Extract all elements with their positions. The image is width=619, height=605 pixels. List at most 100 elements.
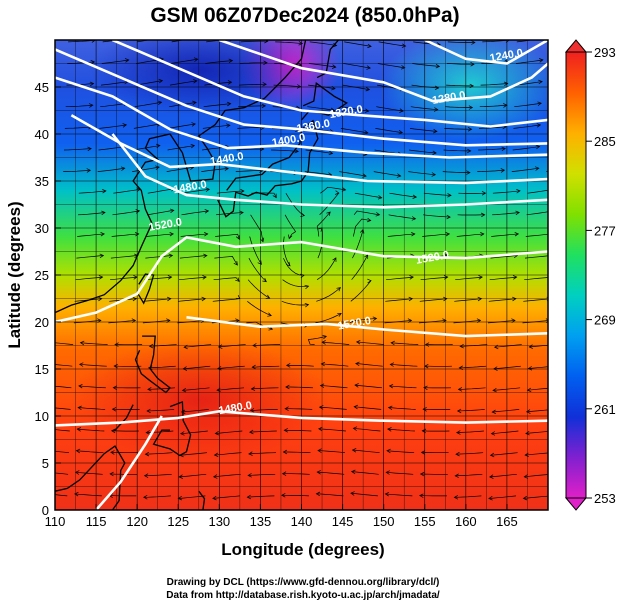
streamline bbox=[180, 430, 208, 435]
streamline-arrowhead bbox=[288, 234, 293, 240]
streamline-arrowhead bbox=[355, 361, 360, 366]
streamline bbox=[307, 106, 335, 111]
streamline-arrowhead bbox=[79, 340, 85, 346]
streamline bbox=[275, 41, 303, 44]
streamline-arrowhead bbox=[169, 208, 175, 213]
streamline-arrowhead bbox=[456, 430, 461, 435]
streamline-arrowhead bbox=[110, 428, 116, 434]
streamline-arrowhead bbox=[477, 296, 483, 302]
streamline-arrowhead bbox=[251, 364, 256, 370]
streamline-arrowhead bbox=[469, 83, 474, 89]
streamline-arrowhead bbox=[259, 237, 265, 243]
streamline bbox=[281, 300, 309, 306]
streamline bbox=[168, 123, 196, 129]
streamline-arrowhead bbox=[434, 85, 440, 91]
contour-label: 1240.0 bbox=[489, 47, 524, 65]
streamline-arrowhead bbox=[522, 495, 528, 501]
streamline bbox=[386, 276, 414, 281]
streamline-arrowhead bbox=[226, 101, 232, 107]
streamline bbox=[319, 406, 347, 410]
streamline-arrowhead bbox=[110, 450, 115, 455]
x-tick-label: 130 bbox=[208, 514, 230, 529]
streamline-arrowhead bbox=[490, 431, 496, 436]
streamline bbox=[239, 83, 267, 86]
colorbar-top-triangle bbox=[564, 39, 588, 53]
streamline bbox=[63, 169, 91, 172]
y-tick-label: 35 bbox=[35, 174, 49, 189]
streamline bbox=[63, 148, 92, 151]
contour-label: 1520.0 bbox=[148, 216, 183, 234]
streamline-arrowhead bbox=[97, 318, 102, 323]
streamline-arrowhead bbox=[549, 232, 553, 236]
plot-area bbox=[55, 40, 553, 510]
streamline-arrowhead bbox=[422, 407, 427, 412]
streamline bbox=[250, 214, 264, 242]
x-tick-label: 110 bbox=[45, 514, 66, 529]
y-tick-label: 5 bbox=[42, 456, 49, 471]
streamline-arrowhead bbox=[78, 362, 84, 367]
streamline-arrowhead bbox=[399, 108, 404, 113]
streamline-arrowhead bbox=[336, 287, 341, 292]
y-axis-label: Latitude (degrees) bbox=[5, 201, 24, 348]
streamline-arrowhead bbox=[433, 128, 438, 134]
streamline bbox=[352, 449, 380, 454]
streamline bbox=[316, 287, 341, 302]
streamline-arrowhead bbox=[114, 342, 119, 347]
streamline-arrowhead bbox=[341, 187, 347, 192]
streamline bbox=[248, 257, 267, 282]
streamline bbox=[142, 320, 170, 324]
streamline-arrowhead bbox=[420, 450, 426, 455]
streamline bbox=[100, 102, 128, 108]
streamline-arrowhead bbox=[548, 254, 552, 258]
streamline-arrowhead bbox=[160, 40, 162, 41]
streamline bbox=[135, 80, 163, 86]
streamline bbox=[108, 320, 136, 324]
x-tick-label: 120 bbox=[126, 514, 148, 529]
contour-label: 1440.0 bbox=[209, 150, 244, 168]
streamline-arrowhead bbox=[227, 80, 233, 85]
streamline-arrowhead bbox=[331, 86, 336, 91]
streamline bbox=[144, 276, 172, 281]
streamline-arrowhead bbox=[90, 59, 96, 65]
streamline-arrowhead bbox=[180, 409, 186, 415]
streamline bbox=[281, 494, 309, 497]
streamline-arrowhead bbox=[442, 318, 447, 323]
streamline bbox=[110, 255, 138, 259]
streamline bbox=[78, 190, 106, 194]
streamline bbox=[524, 474, 548, 478]
streamline bbox=[351, 254, 369, 280]
streamline bbox=[423, 192, 452, 196]
streamline bbox=[343, 63, 371, 69]
streamline-arrowhead bbox=[500, 168, 506, 173]
streamline-arrowhead bbox=[512, 275, 518, 280]
streamline-arrowhead bbox=[147, 387, 152, 392]
streamline bbox=[493, 365, 521, 370]
streamline bbox=[204, 81, 232, 86]
streamline-arrowhead bbox=[304, 284, 310, 290]
streamline bbox=[282, 279, 309, 288]
streamline bbox=[167, 145, 195, 151]
streamline bbox=[444, 128, 472, 130]
x-tick-label: 115 bbox=[86, 514, 107, 529]
streamline bbox=[166, 166, 194, 172]
streamline bbox=[479, 104, 507, 108]
field-blob-warm-tropics bbox=[70, 340, 330, 460]
streamline bbox=[252, 365, 280, 368]
streamline-arrowhead bbox=[388, 383, 394, 389]
streamline-arrowhead bbox=[424, 342, 430, 347]
streamline-arrowhead bbox=[240, 188, 245, 194]
streamline-arrowhead bbox=[246, 494, 252, 500]
streamline bbox=[456, 233, 484, 237]
streamline bbox=[110, 276, 138, 281]
streamline bbox=[411, 84, 439, 89]
colorbar: 253 261 269 277 285 293 bbox=[564, 39, 616, 511]
streamline-arrowhead bbox=[98, 275, 104, 280]
contour-1520-south bbox=[186, 316, 548, 338]
streamline bbox=[146, 209, 174, 216]
streamline bbox=[492, 190, 521, 194]
streamline-arrowhead bbox=[146, 408, 151, 414]
streamline-arrowhead bbox=[353, 404, 359, 410]
streamline-arrowhead bbox=[524, 452, 529, 458]
streamline-arrowhead bbox=[286, 261, 291, 267]
streamline-arrowhead bbox=[88, 103, 94, 108]
